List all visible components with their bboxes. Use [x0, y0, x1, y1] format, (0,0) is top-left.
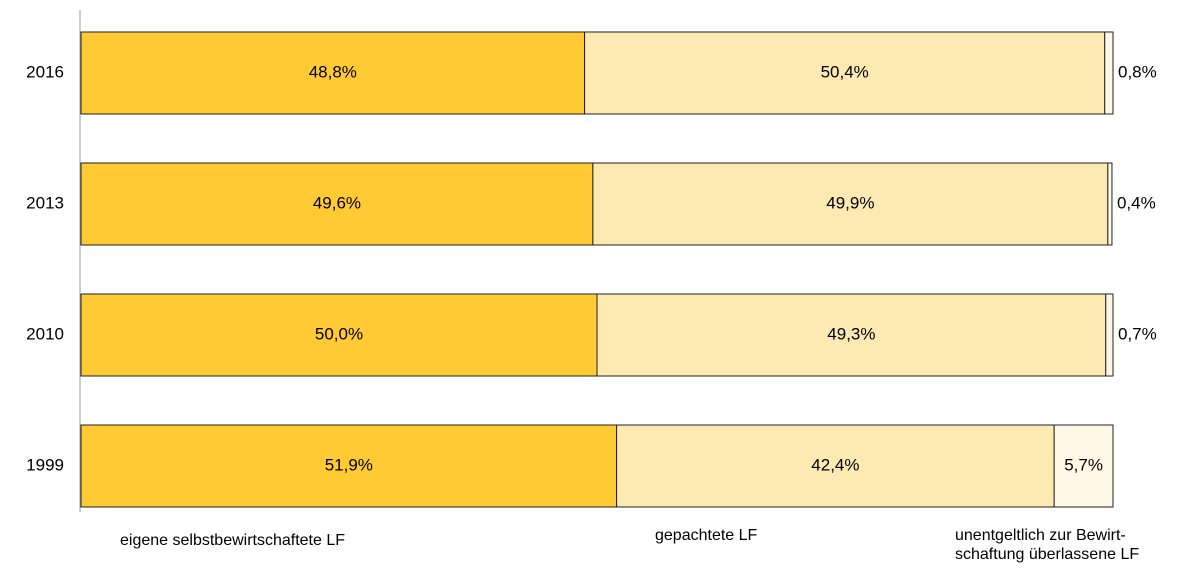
bar-segment	[80, 31, 586, 115]
y-tick-label: 2013	[26, 193, 64, 212]
bar-segment	[1105, 293, 1114, 377]
data-label: 49,3%	[827, 324, 875, 343]
data-label: 42,4%	[811, 455, 859, 474]
data-label: 49,9%	[826, 193, 874, 212]
bar-segment	[1104, 31, 1114, 115]
data-label: 50,4%	[821, 62, 869, 81]
bar-segment	[584, 31, 1106, 115]
data-label: 5,7%	[1064, 455, 1103, 474]
data-label: 48,8%	[309, 62, 357, 81]
y-tick-label: 2016	[26, 62, 64, 81]
bar-segment	[596, 293, 1107, 377]
legend-entry: unentgeltlich zur Bewirt- schaftung über…	[955, 527, 1140, 563]
data-label: 0,7%	[1118, 324, 1157, 343]
y-tick-label: 1999	[26, 455, 64, 474]
legend-entry: gepachtete LF	[655, 527, 758, 544]
y-tick-label: 2010	[26, 324, 64, 343]
bar-segment	[80, 162, 594, 246]
bar-segment	[1053, 424, 1114, 508]
data-label: 0,4%	[1117, 193, 1156, 212]
legend-entry: eigene selbstbewirtschaftete LF	[120, 532, 346, 549]
data-label: 0,8%	[1118, 62, 1157, 81]
data-label: 49,6%	[313, 193, 361, 212]
data-label: 50,0%	[315, 324, 363, 343]
bar-segment	[1107, 162, 1113, 246]
bar-segment	[616, 424, 1055, 508]
data-label: 51,9%	[325, 455, 373, 474]
